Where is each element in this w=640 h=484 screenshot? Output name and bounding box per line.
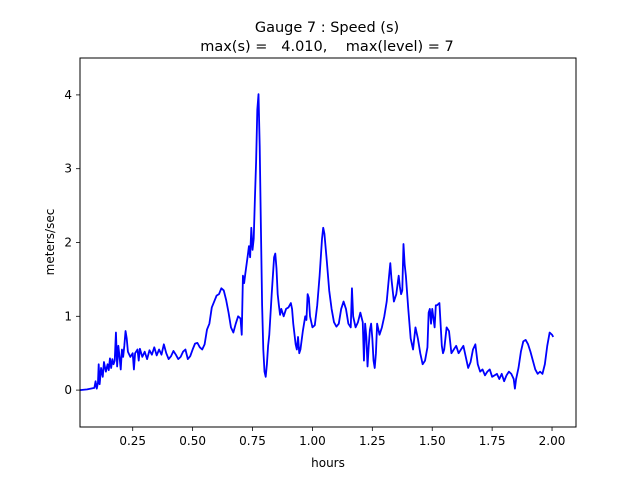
y-tick-label: 2 xyxy=(64,236,72,250)
x-axis-label: hours xyxy=(311,456,345,470)
x-tick-label: 2.00 xyxy=(539,434,566,448)
plot-area xyxy=(79,93,555,391)
speed-series-line xyxy=(79,93,555,391)
y-axis: 0 1 2 3 4 xyxy=(64,88,80,397)
x-tick-label: 1.75 xyxy=(479,434,506,448)
y-axis-label: meters/sec xyxy=(43,209,57,276)
x-tick-label: 0.50 xyxy=(179,434,206,448)
chart-title-line1: Gauge 7 : Speed (s) xyxy=(255,20,399,36)
x-tick-label: 0.25 xyxy=(119,434,146,448)
x-tick-label: 1.50 xyxy=(419,434,446,448)
y-tick-label: 1 xyxy=(64,309,72,323)
chart-title-line2: max(s) = 4.010, max(level) = 7 xyxy=(200,39,454,55)
y-tick-label: 0 xyxy=(64,383,72,397)
x-tick-label: 0.75 xyxy=(239,434,266,448)
x-tick-label: 1.00 xyxy=(299,434,326,448)
y-tick-label: 3 xyxy=(64,162,72,176)
x-axis: 0.25 0.50 0.75 1.00 1.25 1.50 1.75 2.00 xyxy=(119,427,565,448)
x-tick-label: 1.25 xyxy=(359,434,386,448)
y-tick-label: 4 xyxy=(64,88,72,102)
axes-frame xyxy=(79,57,577,428)
